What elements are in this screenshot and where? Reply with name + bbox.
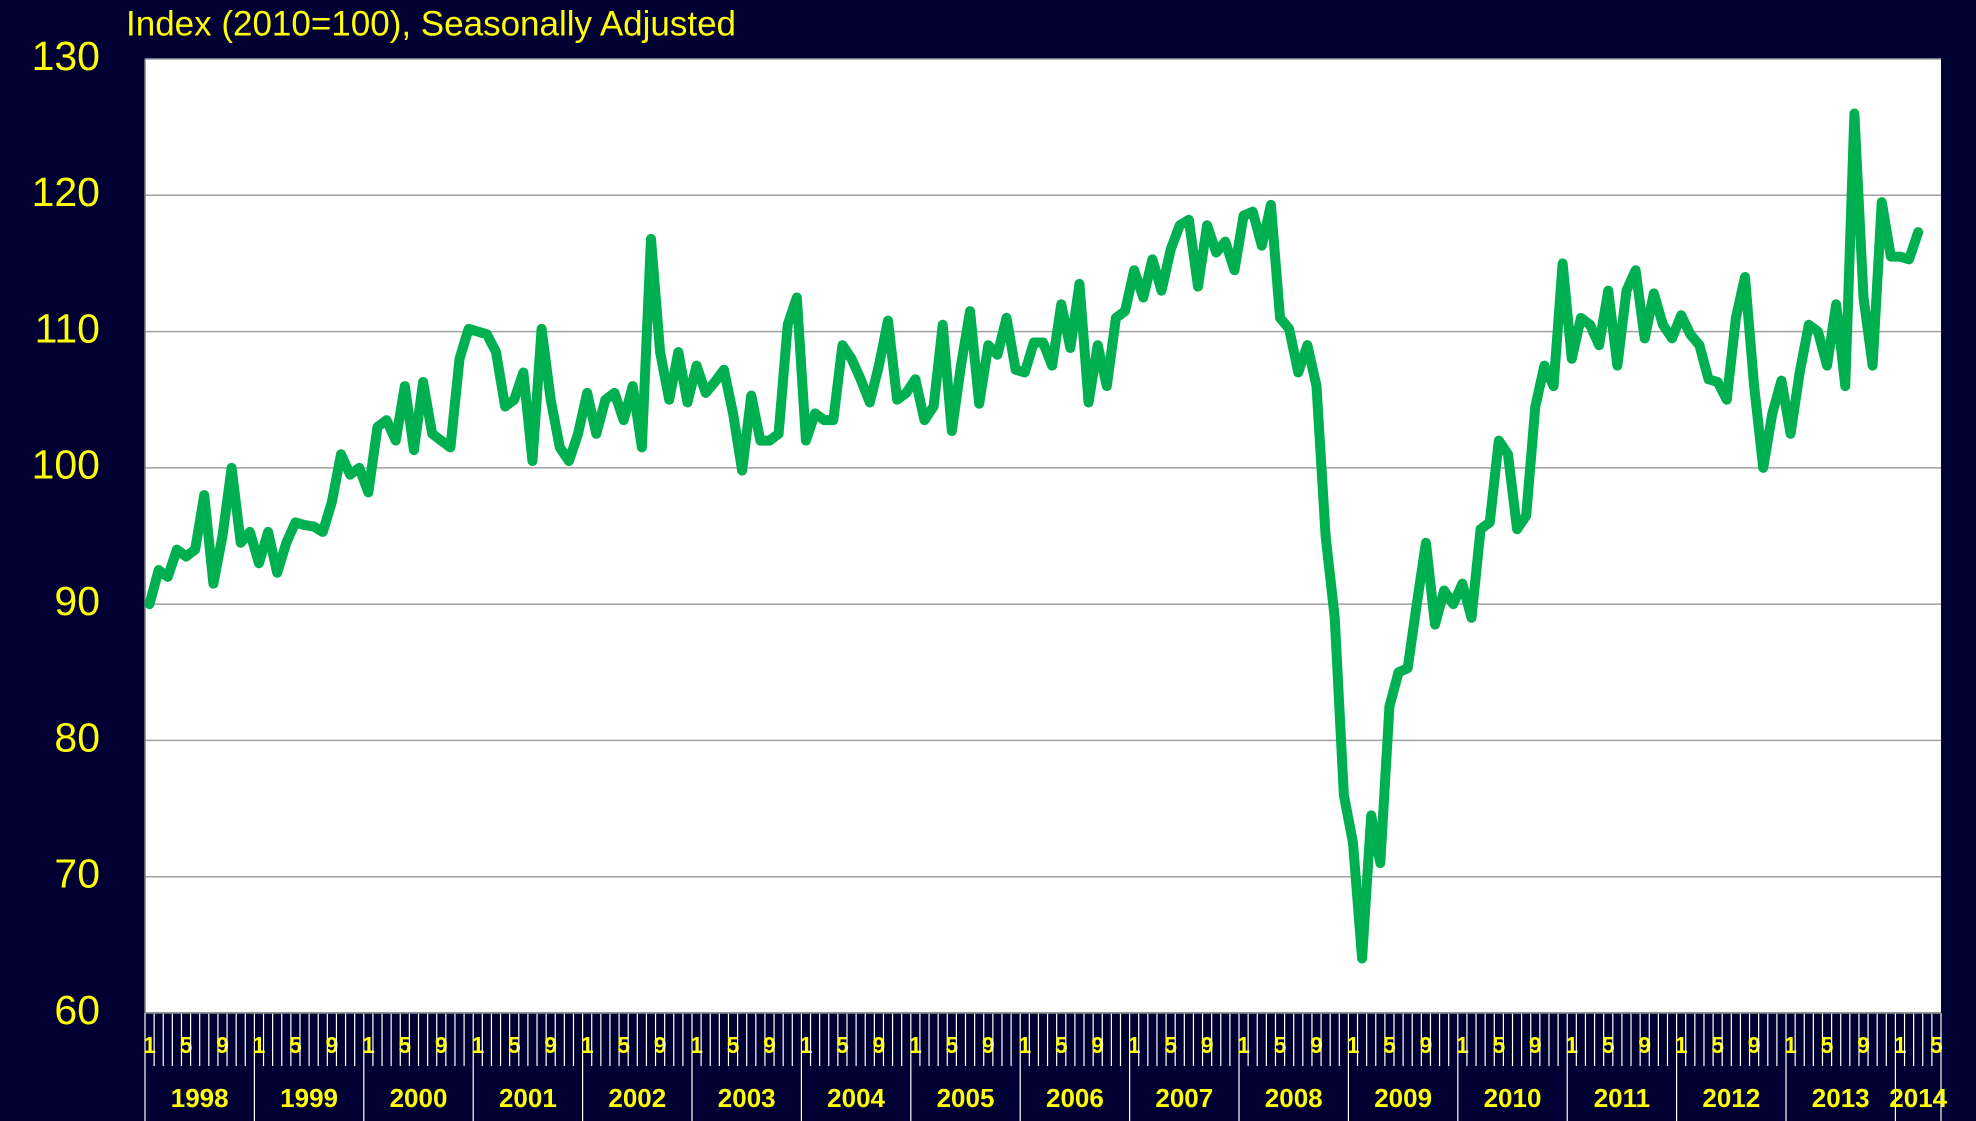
x-tick-label: 5 xyxy=(1383,1032,1396,1058)
year-label: 2004 xyxy=(827,1083,885,1113)
x-tick-label: 5 xyxy=(180,1032,193,1058)
y-tick-label: 110 xyxy=(35,305,100,351)
y-tick-label: 70 xyxy=(54,851,100,897)
y-tick-label: 120 xyxy=(32,169,100,215)
year-label: 2001 xyxy=(499,1083,557,1113)
x-tick-label: 9 xyxy=(1638,1032,1651,1058)
x-tick-label: 9 xyxy=(982,1032,995,1058)
chart-title: Index (2010=100), Seasonally Adjusted xyxy=(126,4,736,43)
year-label: 2005 xyxy=(937,1083,995,1113)
year-label: 2012 xyxy=(1702,1083,1760,1113)
plot-area xyxy=(145,59,1941,1013)
x-tick-label: 9 xyxy=(763,1032,776,1058)
x-tick-label: 1 xyxy=(362,1032,375,1058)
x-tick-label: 9 xyxy=(325,1032,338,1058)
x-tick-label: 9 xyxy=(873,1032,886,1058)
x-tick-label: 9 xyxy=(544,1032,557,1058)
x-tick-label: 1 xyxy=(909,1032,922,1058)
x-tick-label: 5 xyxy=(1492,1032,1505,1058)
y-tick-label: 100 xyxy=(32,442,100,488)
x-tick-label: 1 xyxy=(1347,1032,1360,1058)
x-tick-label: 1 xyxy=(253,1032,266,1058)
year-label: 2011 xyxy=(1594,1083,1650,1113)
x-tick-label: 9 xyxy=(435,1032,448,1058)
year-label: 2014 xyxy=(1889,1083,1947,1113)
x-tick-label: 5 xyxy=(1274,1032,1287,1058)
y-tick-label: 60 xyxy=(54,987,100,1033)
year-label: 1999 xyxy=(280,1083,338,1113)
x-tick-label: 1 xyxy=(143,1032,156,1058)
x-tick-label: 5 xyxy=(617,1032,630,1058)
data-line xyxy=(144,108,1924,964)
year-label: 2007 xyxy=(1155,1083,1213,1113)
x-tick-label: 1 xyxy=(581,1032,594,1058)
x-tick-label: 1 xyxy=(471,1032,484,1058)
x-tick-label: 1 xyxy=(1456,1032,1469,1058)
x-tick-label: 1 xyxy=(1237,1032,1250,1058)
x-tick-label: 5 xyxy=(836,1032,849,1058)
x-tick-label: 9 xyxy=(1748,1032,1761,1058)
year-label: 2003 xyxy=(718,1083,776,1113)
x-tick-label: 9 xyxy=(1857,1032,1870,1058)
x-tick-label: 9 xyxy=(1201,1032,1214,1058)
x-tick-label: 1 xyxy=(800,1032,813,1058)
x-tick-label: 1 xyxy=(1675,1032,1688,1058)
y-tick-label: 130 xyxy=(32,33,100,79)
x-tick-label: 9 xyxy=(1420,1032,1433,1058)
x-tick-label: 5 xyxy=(1930,1032,1943,1058)
year-label: 2000 xyxy=(390,1083,448,1113)
year-label: 2008 xyxy=(1265,1083,1323,1113)
year-label: 2002 xyxy=(608,1083,666,1113)
year-label: 2013 xyxy=(1812,1083,1870,1113)
year-label: 2009 xyxy=(1374,1083,1432,1113)
x-tick-label: 9 xyxy=(1091,1032,1104,1058)
y-tick-label: 80 xyxy=(54,714,100,760)
x-tick-label: 9 xyxy=(1529,1032,1542,1058)
x-tick-label: 5 xyxy=(945,1032,958,1058)
year-label: 1998 xyxy=(171,1083,229,1113)
x-tick-label: 5 xyxy=(289,1032,302,1058)
x-tick-label: 5 xyxy=(1164,1032,1177,1058)
year-label: 2010 xyxy=(1484,1083,1542,1113)
x-tick-label: 5 xyxy=(727,1032,740,1058)
x-tick-label: 5 xyxy=(1821,1032,1834,1058)
year-label: 2006 xyxy=(1046,1083,1104,1113)
x-tick-label: 1 xyxy=(1565,1032,1578,1058)
x-tick-label: 1 xyxy=(690,1032,703,1058)
x-tick-label: 9 xyxy=(1310,1032,1323,1058)
x-tick-label: 5 xyxy=(1602,1032,1615,1058)
x-tick-label: 5 xyxy=(1711,1032,1724,1058)
y-tick-label: 90 xyxy=(54,578,100,624)
x-tick-label: 9 xyxy=(654,1032,667,1058)
x-tick-label: 5 xyxy=(508,1032,521,1058)
x-tick-label: 5 xyxy=(1055,1032,1068,1058)
x-tick-label: 9 xyxy=(216,1032,229,1058)
x-tick-label: 5 xyxy=(398,1032,411,1058)
x-tick-label: 1 xyxy=(1018,1032,1031,1058)
x-tick-label: 1 xyxy=(1784,1032,1797,1058)
x-tick-label: 1 xyxy=(1894,1032,1907,1058)
x-tick-label: 1 xyxy=(1128,1032,1141,1058)
